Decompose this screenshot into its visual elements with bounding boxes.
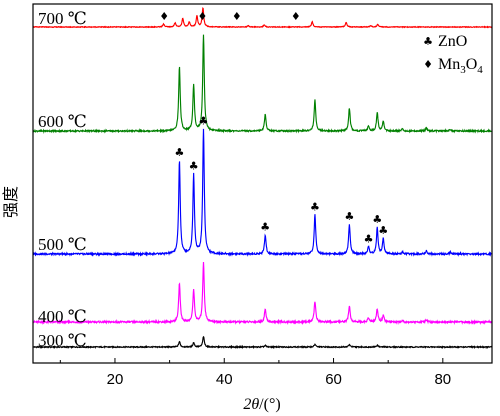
- series-label-4: 600 ℃: [38, 112, 87, 131]
- legend-symbol-2: ♦: [423, 58, 433, 71]
- x-axis-title: 2θ/(°): [243, 396, 280, 413]
- x-tick-label-1: 20: [107, 371, 124, 388]
- zno-marker-3: ♣: [199, 114, 209, 127]
- mn3o4-marker-3: ♦: [232, 10, 242, 23]
- mn3o4-marker-4: ♦: [291, 10, 301, 23]
- series-line-2: [32, 261, 492, 326]
- legend-label-1: ZnO: [438, 33, 467, 50]
- zno-marker-9: ♣: [378, 224, 388, 237]
- series-label-1: 300 ℃: [38, 331, 87, 350]
- series-line-4: [32, 34, 492, 134]
- series-line-1: [32, 335, 493, 350]
- legend-label-2: Mn3O4: [438, 56, 483, 76]
- series-line-3: [32, 128, 492, 257]
- mn3o4-marker-1: ♦: [159, 10, 169, 23]
- legend: ♣ ZnO ♦ Mn3O4: [423, 33, 483, 76]
- zno-marker-6: ♣: [344, 210, 354, 223]
- zno-marker-2: ♣: [189, 159, 199, 172]
- series-group: [32, 7, 493, 350]
- mn3o4-marker-2: ♦: [197, 10, 207, 23]
- legend-symbol-1: ♣: [423, 35, 433, 48]
- series-label-5: 700 ℃: [38, 9, 87, 28]
- y-axis-title: 强度: [2, 186, 20, 218]
- x-axis-title-variable: 2θ: [243, 396, 259, 413]
- series-line-5: [32, 7, 493, 29]
- x-tick-label-3: 60: [325, 371, 342, 388]
- series-label-3: 500 ℃: [38, 235, 87, 254]
- zno-marker-1: ♣: [175, 146, 185, 159]
- x-axis-ticks: 20 40 60 80: [59, 358, 451, 388]
- zno-marker-8: ♣: [372, 213, 382, 226]
- series-label-group: 300 ℃ 400 ℃ 500 ℃ 600 ℃ 700 ℃: [38, 9, 87, 350]
- zno-marker-5: ♣: [310, 201, 320, 214]
- plot-frame: [32, 3, 493, 364]
- peak-marker-group: ♣♣♣♣♣♣♣♣♣♦ ♦ ♦ ♦: [159, 10, 388, 245]
- zno-marker-7: ♣: [364, 232, 374, 245]
- x-tick-label-2: 40: [216, 371, 233, 388]
- series-label-2: 400 ℃: [38, 307, 87, 326]
- x-tick-label-4: 80: [434, 371, 451, 388]
- zno-marker-4: ♣: [260, 221, 270, 234]
- x-axis-title-unit: /(°): [259, 396, 281, 413]
